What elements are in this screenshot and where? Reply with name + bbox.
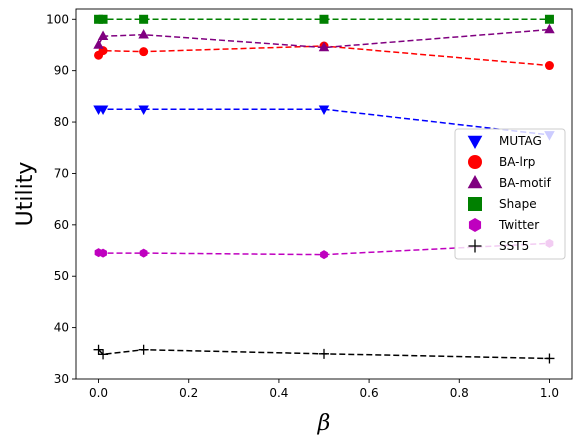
x-tick-label: 0.8 [450,386,469,400]
data-point-shape [94,14,104,24]
data-point-twitter [99,248,107,258]
legend-label-ba-motif: BA-motif [499,176,552,190]
data-point-shape [319,14,329,24]
axes: 0.0 0.2 0.4 0.6 0.8 1.0 30 40 50 60 70 80 90 100 [46,8,573,400]
data-point-sst5 [98,349,109,360]
y-tick-label: 70 [54,166,69,180]
legend-marker-shape [468,197,482,211]
data-point-ba-motif [138,28,149,39]
data-point-sst5 [544,353,555,364]
data-point-ba-lrp [544,61,554,71]
data-point-mutag [138,105,149,115]
legend-box [454,128,566,260]
data-point-ba-motif [318,41,330,52]
legend-marker-ba-lrp [468,155,482,169]
x-tick-label: 0.6 [360,386,379,400]
data-point-mutag [318,105,330,115]
y-tick-label: 80 [54,115,69,129]
data-point-twitter [320,250,328,260]
legend: MUTAG BA-lrp BA-motif Shape Twitter SST5 [454,128,566,260]
legend-marker-sst5 [468,239,482,253]
y-tick-label: 50 [54,269,69,283]
data-point-shape [98,14,108,24]
x-tick-label: 0.0 [89,386,108,400]
legend-label-twitter: Twitter [498,218,539,232]
y-axis-label: Utility [13,162,38,227]
data-point-mutag [97,105,109,115]
legend-label-shape: Shape [499,197,537,211]
legend-label-ba-lrp: BA-lrp [499,155,535,169]
data-point-shape [139,14,149,24]
legend-label-sst5: SST5 [499,239,529,253]
x-axis-label: β [317,411,331,436]
data-point-twitter [139,248,148,258]
y-tick-label: 100 [46,12,69,26]
legend-marker-twitter [468,218,482,232]
x-tick-label: 0.4 [269,386,288,400]
x-tick-label: 0.2 [179,386,198,400]
data-point-ba-motif [93,39,104,49]
data-point-sst5 [93,344,104,355]
data-point-shape [544,14,554,24]
series-sst5 [93,344,555,364]
legend-marker-mutag [467,135,483,150]
data-point-sst5 [319,348,329,359]
data-point-ba-motif [544,23,555,34]
y-tick-label: 40 [54,321,69,335]
y-tick-label: 60 [54,218,69,232]
y-tick-label: 90 [54,64,69,78]
data-point-sst5 [138,344,149,355]
series-ba-motif [93,23,555,52]
legend-label-mutag: MUTAG [499,134,542,148]
data-point-ba-lrp [139,47,149,57]
legend-marker-ba-motif [467,174,483,189]
y-tick-label: 30 [54,372,69,386]
data-point-ba-motif [97,30,109,40]
series-shape [94,14,554,24]
axes-frame [75,8,573,380]
x-tick-label: 1.0 [540,386,559,400]
